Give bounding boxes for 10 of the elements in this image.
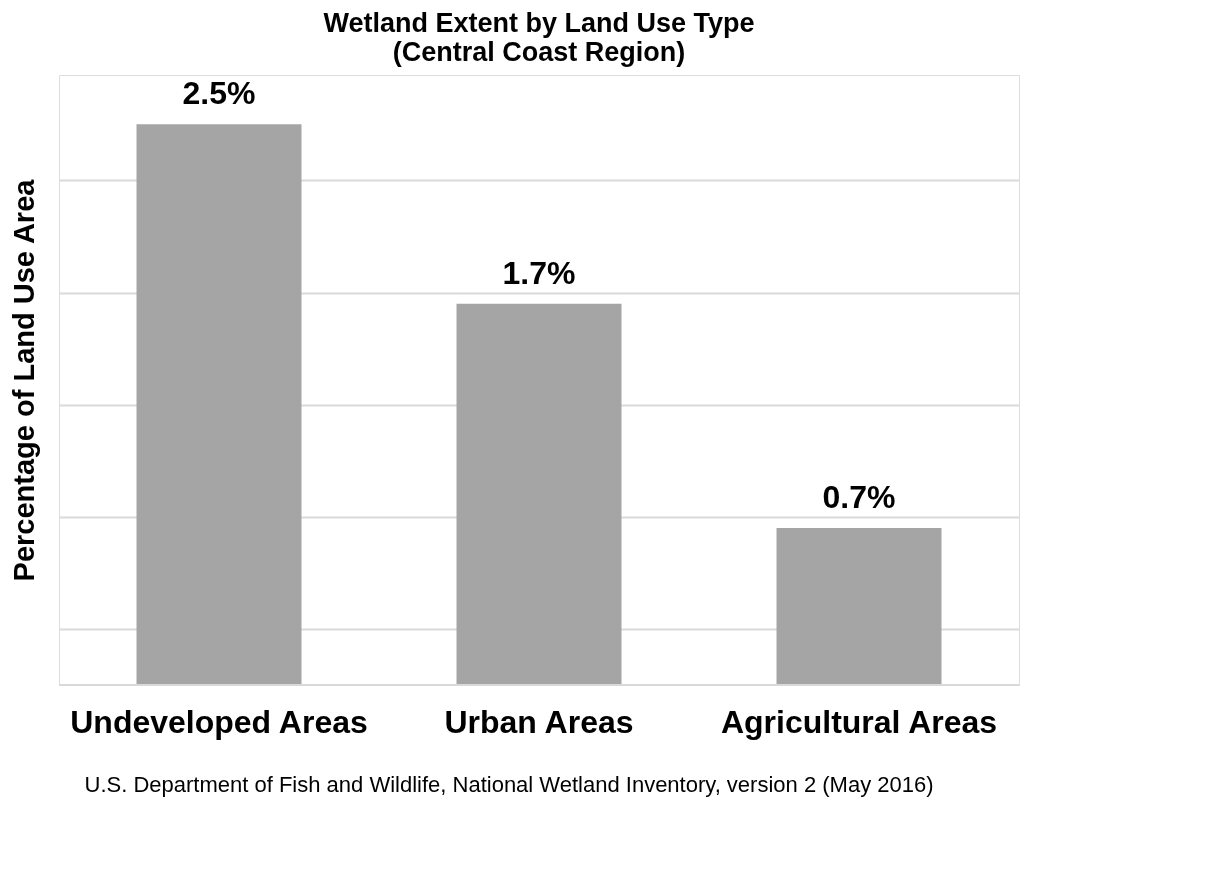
text: Wetland Extent by Land Use Type	[323, 8, 755, 38]
data-label: 1.7%	[502, 254, 576, 291]
text: U.S. Department of Fish and Wildlife, National Wetland Inventory, version 2 (May 2016)	[84, 772, 934, 797]
x-tick-label: Undeveloped Areas	[70, 703, 368, 740]
x-tick-label: Urban Areas	[444, 703, 634, 740]
y-axis-title: Percentage of Land Use Area	[7, 178, 40, 582]
text: (Central Coast Region)	[392, 37, 686, 67]
data-label: 0.7%	[822, 479, 896, 516]
x-tick-label: Agricultural Areas	[720, 703, 998, 740]
data-label: 2.5%	[182, 75, 256, 112]
